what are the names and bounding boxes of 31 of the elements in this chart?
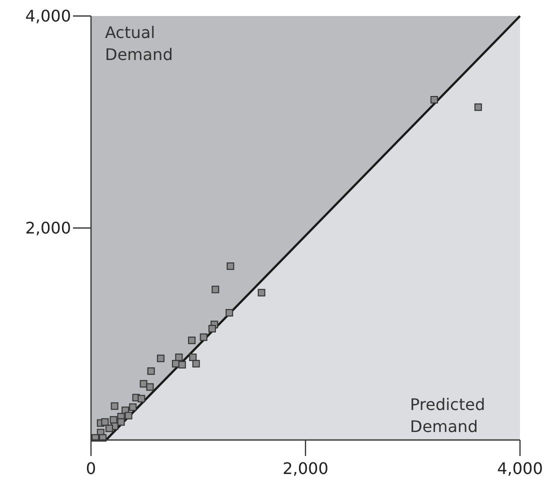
x-tick-label: 2,000 [282, 459, 328, 478]
point [212, 286, 220, 294]
point [129, 403, 137, 411]
point [146, 383, 154, 391]
point [156, 354, 164, 362]
point [138, 394, 146, 402]
point [105, 424, 113, 432]
point [226, 262, 234, 270]
point [226, 309, 234, 317]
point [147, 367, 155, 375]
point [208, 324, 216, 332]
point [188, 336, 196, 344]
point [140, 380, 148, 388]
point [258, 288, 266, 296]
x-tick-label: 4,000 [497, 459, 543, 478]
point [189, 354, 197, 362]
point [110, 402, 118, 410]
point [200, 333, 208, 341]
point [192, 360, 200, 368]
point [178, 360, 186, 368]
point [101, 418, 109, 426]
point [474, 103, 482, 111]
point [175, 354, 183, 362]
point [117, 418, 125, 426]
x-tick-label: 0 [86, 459, 96, 478]
point [124, 412, 132, 420]
point [110, 416, 118, 424]
point [172, 360, 180, 368]
x-axis-title: Predicted Demand [410, 395, 486, 436]
point [430, 96, 438, 104]
y-axis-title: Actual Demand [105, 23, 173, 64]
